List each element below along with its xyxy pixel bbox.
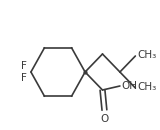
Text: CH₃: CH₃ <box>137 82 156 92</box>
Text: OH: OH <box>122 81 138 91</box>
Text: CH₃: CH₃ <box>137 50 156 60</box>
Text: F: F <box>21 73 27 83</box>
Text: F: F <box>21 61 27 71</box>
Text: O: O <box>100 114 108 124</box>
